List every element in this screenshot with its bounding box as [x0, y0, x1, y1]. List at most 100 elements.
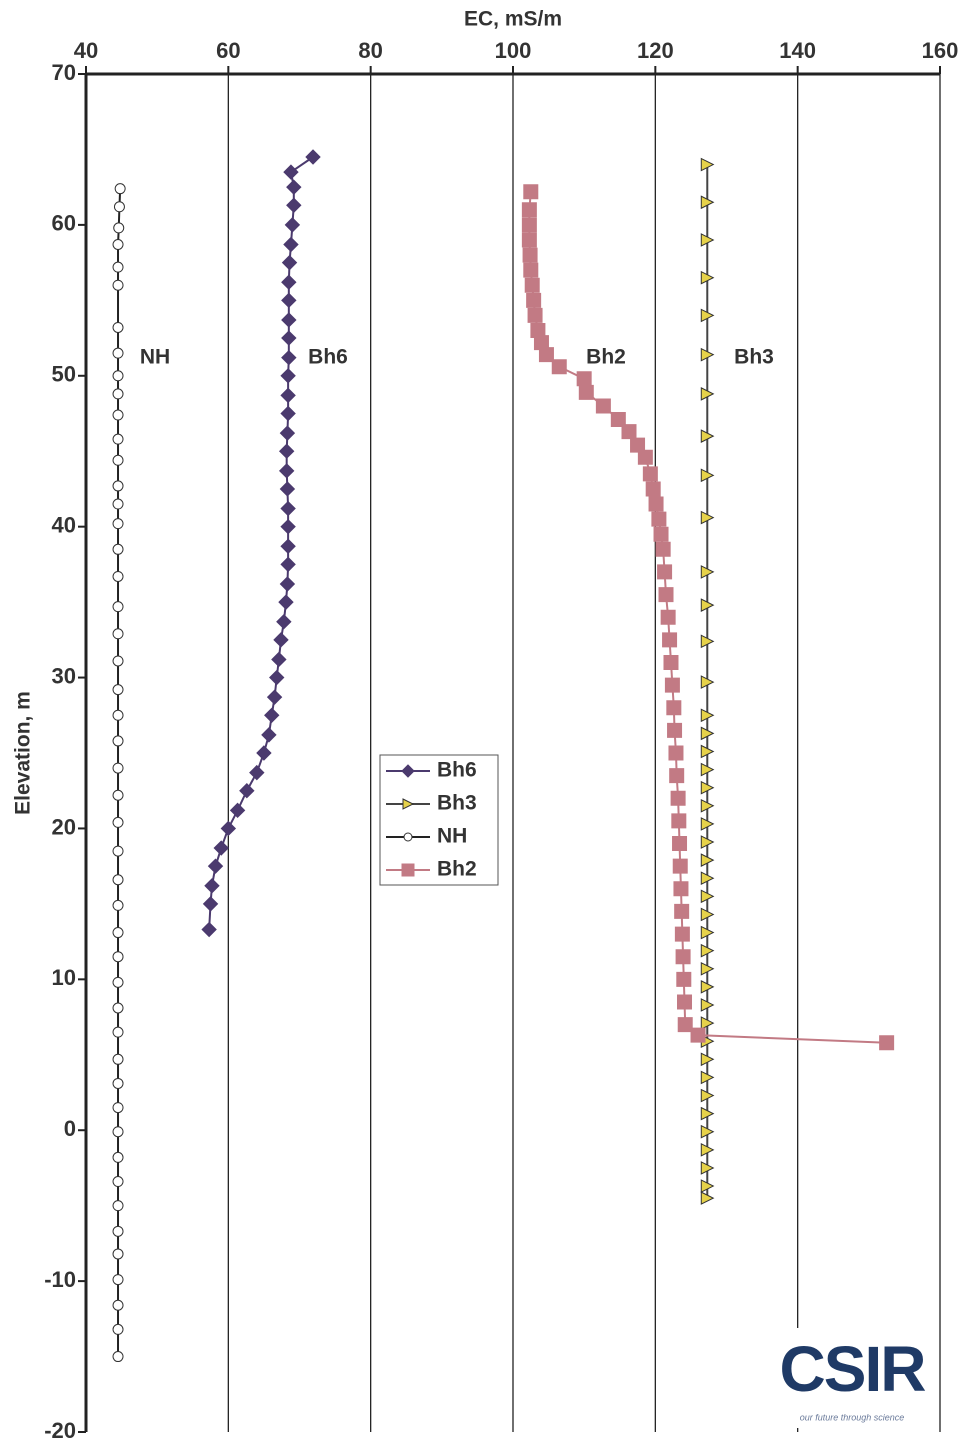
marker	[700, 347, 715, 362]
marker	[700, 817, 715, 831]
marker	[249, 764, 265, 781]
logo: CSIR	[780, 1333, 926, 1405]
annotation: NH	[140, 346, 170, 369]
marker	[674, 903, 690, 919]
marker	[201, 921, 217, 938]
marker	[660, 609, 676, 625]
marker	[112, 279, 124, 291]
marker	[700, 510, 715, 525]
marker	[202, 896, 219, 912]
marker	[666, 700, 682, 716]
logo-tagline: our future through science	[800, 1412, 905, 1422]
marker	[280, 387, 296, 404]
marker	[112, 789, 124, 801]
x-tick-label: 100	[495, 38, 532, 63]
marker	[286, 179, 302, 195]
marker	[114, 183, 126, 195]
marker	[112, 1176, 124, 1188]
x-tick-label: 160	[922, 38, 959, 63]
marker	[642, 466, 658, 482]
marker	[278, 463, 295, 479]
marker	[220, 820, 237, 837]
marker	[700, 468, 715, 483]
x-axis-label: EC, mS/m	[464, 8, 562, 31]
marker	[578, 384, 594, 400]
marker	[112, 1151, 124, 1163]
x-tick-label: 80	[358, 38, 382, 63]
marker	[113, 222, 125, 234]
marker	[112, 1323, 124, 1335]
marker	[700, 744, 715, 759]
marker	[526, 292, 542, 308]
marker	[700, 780, 715, 795]
marker	[280, 518, 296, 535]
marker	[112, 976, 124, 988]
marker	[700, 943, 715, 958]
marker	[229, 802, 246, 819]
marker	[672, 858, 688, 874]
marker	[621, 424, 637, 440]
legend-marker	[401, 764, 415, 778]
series-line	[208, 156, 314, 930]
marker	[700, 270, 715, 285]
marker	[524, 277, 540, 293]
y-tick-label: 30	[52, 663, 76, 688]
marker	[284, 217, 301, 233]
marker	[273, 632, 289, 648]
marker	[283, 164, 299, 180]
y-axis-label: Elevation, m	[12, 691, 35, 815]
y-tick-label: 40	[52, 512, 76, 537]
marker	[112, 1077, 124, 1089]
marker	[690, 1027, 706, 1043]
y-tick-label: 50	[52, 362, 76, 387]
marker	[648, 496, 664, 512]
marker	[281, 274, 297, 290]
annotation: Bh2	[586, 346, 626, 369]
marker	[595, 398, 611, 414]
marker	[700, 961, 715, 976]
marker	[521, 202, 537, 218]
marker	[207, 858, 224, 874]
marker	[278, 443, 295, 459]
marker	[700, 998, 715, 1012]
marker	[112, 1274, 124, 1286]
marker	[523, 262, 539, 278]
marker	[112, 261, 124, 273]
marker	[281, 349, 297, 366]
y-tick-label: -20	[44, 1418, 76, 1443]
marker	[551, 359, 567, 375]
marker	[700, 1161, 715, 1175]
legend: Bh6 Bh3 NH Bh2	[379, 754, 499, 886]
marker	[112, 543, 124, 555]
marker	[261, 727, 277, 743]
marker	[700, 598, 715, 612]
marker	[112, 1225, 124, 1237]
marker	[700, 1143, 715, 1157]
marker	[112, 1026, 124, 1038]
marker	[700, 907, 715, 922]
marker	[112, 628, 124, 640]
marker	[112, 951, 124, 963]
marker	[677, 1017, 693, 1033]
marker	[700, 708, 715, 723]
marker	[677, 994, 693, 1010]
marker	[112, 1299, 124, 1311]
marker	[653, 526, 669, 542]
marker	[112, 347, 124, 359]
marker	[112, 845, 124, 857]
marker	[278, 594, 294, 610]
marker	[700, 1016, 715, 1030]
marker	[213, 840, 229, 856]
marker	[657, 564, 673, 580]
y-tick-label: -10	[44, 1267, 76, 1292]
legend-label: NH	[437, 825, 467, 848]
marker	[700, 1106, 715, 1121]
marker	[280, 500, 296, 517]
marker	[280, 556, 296, 573]
marker	[527, 307, 543, 323]
marker	[112, 899, 124, 911]
marker	[523, 184, 539, 200]
marker	[279, 481, 296, 497]
marker	[700, 308, 715, 323]
marker	[700, 1088, 715, 1103]
